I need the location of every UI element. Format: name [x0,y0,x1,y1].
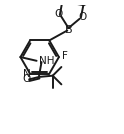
Text: O: O [22,74,30,84]
Text: NH: NH [39,56,55,66]
Text: F: F [62,51,67,61]
Text: O: O [79,12,87,22]
Text: N: N [23,69,31,79]
Text: O: O [54,9,63,19]
Text: B: B [65,25,72,35]
